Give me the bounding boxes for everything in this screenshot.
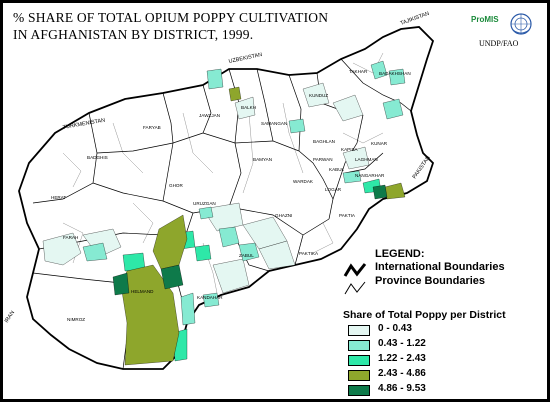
paktia-label: PAKTIA <box>339 213 356 218</box>
kabul-label: KABUL <box>329 167 345 172</box>
ghazni-label: GHAZNI <box>275 213 292 218</box>
legend-swatch <box>348 340 370 351</box>
un-emblem-icon <box>510 13 532 35</box>
badakhshan-label: BADAKHSHAN <box>379 71 411 76</box>
map-frame: TAJIKISTAN UZBEKISTAN TURKMENISTAN IRAN … <box>3 3 547 399</box>
legend-class-label: 0.43 - 1.22 <box>378 338 426 349</box>
wardak-label: WARDAK <box>293 179 314 184</box>
legend-swatch <box>348 325 370 336</box>
helmand-label: HELMAND <box>131 289 154 294</box>
bamyan-label: BAMYAN <box>253 157 272 162</box>
badghis-label: BADGHIS <box>87 155 108 160</box>
legend-swatch <box>348 355 370 366</box>
afghanistan-district-map: TAJIKISTAN UZBEKISTAN TURKMENISTAN IRAN … <box>4 11 435 370</box>
legend-international-boundaries: International Boundaries <box>375 261 505 273</box>
uzbekistan-label: UZBEKISTAN <box>228 52 263 65</box>
map-title-line2: IN AFGHANISTAN BY DISTRICT, 1999. <box>13 27 254 42</box>
legend-swatch <box>348 385 370 396</box>
international-boundary-icon <box>343 263 367 277</box>
legend-heading: LEGEND: <box>375 248 425 260</box>
samangan-label: SAMANGAN <box>261 121 287 126</box>
legend-class-label: 2.43 - 4.86 <box>378 368 426 379</box>
legend-class-label: 1.22 - 2.43 <box>378 353 426 364</box>
kandahar-label: KANDAHAR <box>197 295 223 300</box>
legend-swatch <box>348 370 370 381</box>
kunduz-label: KUNDUZ <box>309 93 328 98</box>
ghor-label: GHOR <box>169 183 183 188</box>
district-fills <box>42 60 406 366</box>
logar-label: LOGAR <box>325 187 342 192</box>
province-labels: BADAKHSHAN TAKHAR KUNDUZ JAWZJAN FARYAB … <box>51 69 411 322</box>
faryab-label: FARYAB <box>143 125 161 130</box>
boundary-legend-icons <box>343 263 367 295</box>
zabul-label: ZABUL <box>239 253 254 258</box>
legend-class-label: 0 - 0.43 <box>378 323 412 334</box>
nangarhar-label: NANGARHAR <box>355 173 385 178</box>
paktika-label: PAKTIKA <box>299 251 319 256</box>
legend-class-label: 4.86 - 9.53 <box>378 383 426 394</box>
iran-label: IRAN <box>4 310 16 324</box>
kunar-label: KUNAR <box>371 141 388 146</box>
herat-label: HERAT <box>51 195 66 200</box>
laghman-label: LAGHMAN <box>355 157 378 162</box>
uruzgan-label: URUZGAN <box>193 201 216 206</box>
takhar-label: TAKHAR <box>349 69 368 74</box>
promis-logo: ProMIS <box>471 15 499 24</box>
parwan-label: PARWAN <box>313 157 333 162</box>
kapisa-label: KAPISA <box>341 147 359 152</box>
map-title: % SHARE OF TOTAL OPIUM POPPY CULTIVATION… <box>13 9 328 43</box>
balkh-label: BALKH <box>241 105 256 110</box>
nimroz-label: NIMROZ <box>67 317 85 322</box>
undp-fao-credit: UNDP/FAO <box>479 39 519 48</box>
jawzjan-label: JAWZJAN <box>199 113 220 118</box>
tajikistan-label: TAJIKISTAN <box>400 11 431 27</box>
baghlan-label: BAGHLAN <box>313 139 335 144</box>
farah-label: FARAH <box>63 235 78 240</box>
map-title-line1: % SHARE OF TOTAL OPIUM POPPY CULTIVATION <box>13 10 329 25</box>
legend-province-boundaries: Province Boundaries <box>375 275 486 287</box>
share-legend-title: Share of Total Poppy per District <box>343 309 506 321</box>
province-boundary-icon <box>344 281 366 295</box>
